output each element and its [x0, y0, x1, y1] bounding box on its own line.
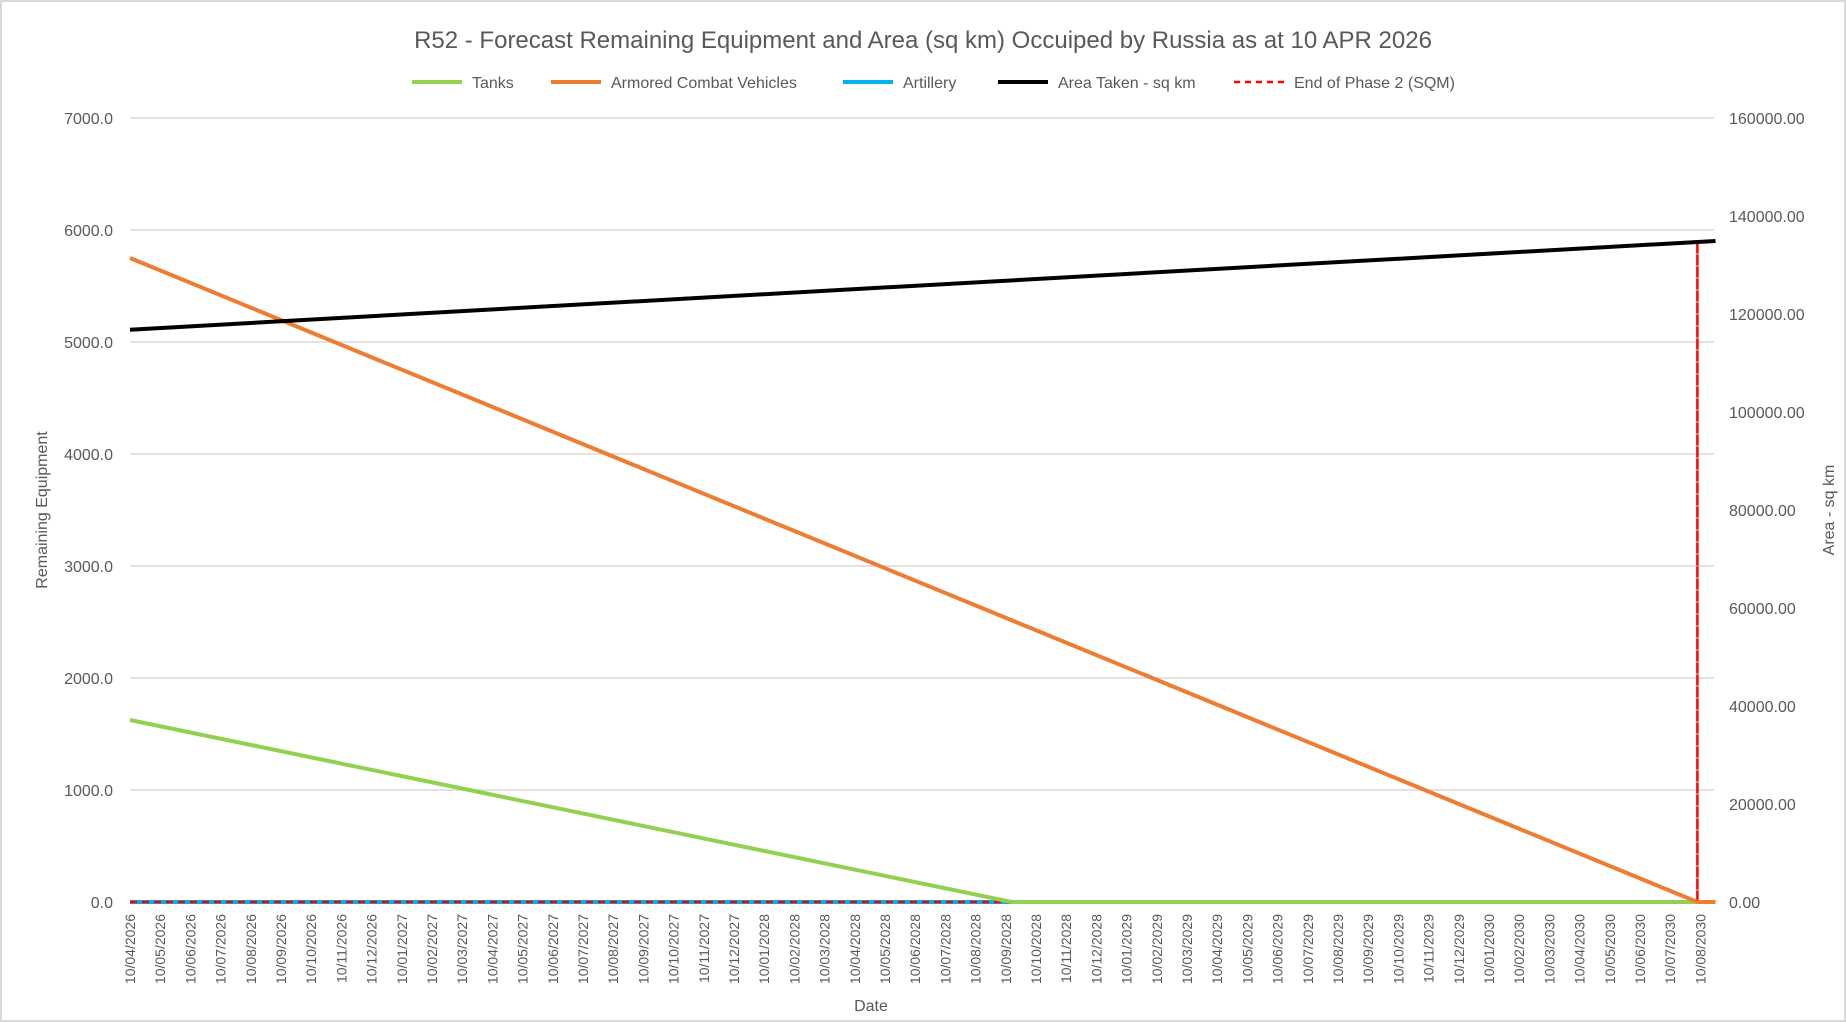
x-tick-label: 10/01/2028 [756, 914, 772, 984]
x-tick-label: 10/04/2027 [484, 914, 500, 984]
x-tick-label: 10/04/2029 [1209, 914, 1225, 984]
x-tick-label: 10/01/2029 [1119, 914, 1135, 984]
y2-tick-label: 0.00 [1729, 895, 1760, 912]
y-axis-left: 0.0 1000.0 2000.0 3000.0 4000.0 5000.0 6000.0 7… [64, 111, 113, 912]
x-tick-label: 10/12/2026 [364, 914, 380, 984]
x-tick-label: 10/01/2030 [1481, 914, 1497, 984]
x-tick-label: 10/05/2029 [1239, 914, 1255, 984]
y-axis-right: 0.00 20000.00 40000.00 60000.00 80000.00 1000… [1729, 111, 1805, 912]
y2-tick-label: 160000.00 [1729, 111, 1805, 128]
x-tick-label: 10/05/2028 [877, 914, 893, 984]
y-axis-title: Remaining Equipment [34, 431, 51, 589]
legend-label: Armored Combat Vehicles [611, 75, 797, 92]
y-tick-label: 3000.0 [64, 559, 113, 576]
x-tick-label: 10/03/2030 [1541, 914, 1557, 984]
legend: Tanks Armored Combat Vehicles Artillery Are… [412, 75, 1455, 92]
x-tick-label: 10/09/2027 [635, 914, 651, 984]
gridlines [130, 117, 1714, 903]
y-tick-label: 5000.0 [64, 335, 113, 352]
x-tick-label: 10/03/2029 [1179, 914, 1195, 984]
series-line-armored-combat-vehicles [129, 256, 1716, 904]
x-tick-label: 10/10/2027 [666, 914, 682, 984]
x-tick-label: 10/07/2028 [937, 914, 953, 984]
x-tick-label: 10/02/2028 [786, 914, 802, 984]
x-tick-label: 10/04/2030 [1572, 914, 1588, 984]
series-lines [129, 239, 1716, 904]
y-tick-label: 4000.0 [64, 447, 113, 464]
series-line-tanks [129, 718, 1716, 904]
x-tick-label: 10/12/2027 [726, 914, 742, 984]
legend-item: Area Taken - sq km [998, 75, 1196, 92]
x-tick-label: 10/09/2029 [1360, 914, 1376, 984]
x-tick-label: 10/04/2028 [847, 914, 863, 984]
x-tick-label: 10/12/2029 [1451, 914, 1467, 984]
y-tick-label: 6000.0 [64, 223, 113, 240]
x-tick-label: 10/06/2029 [1270, 914, 1286, 984]
x-tick-label: 10/02/2029 [1149, 914, 1165, 984]
legend-item: Armored Combat Vehicles [551, 75, 797, 92]
x-tick-label: 10/07/2030 [1662, 914, 1678, 984]
x-tick-label: 10/11/2029 [1421, 914, 1437, 983]
x-tick-label: 10/10/2029 [1390, 914, 1406, 984]
series-line-area-taken-sq-km [129, 239, 1716, 332]
legend-label: Artillery [903, 75, 956, 92]
x-tick-label: 10/07/2029 [1300, 914, 1316, 984]
x-tick-label: 10/11/2027 [696, 914, 712, 983]
y-tick-label: 2000.0 [64, 671, 113, 688]
series-line-end-of-phase-2-sqm [130, 240, 1716, 904]
x-tick-label: 10/08/2029 [1330, 914, 1346, 984]
y2-tick-label: 20000.00 [1729, 797, 1796, 814]
legend-label: Area Taken - sq km [1058, 75, 1196, 92]
x-tick-label: 10/05/2027 [515, 914, 531, 984]
legend-label: End of Phase 2 (SQM) [1294, 75, 1455, 92]
y2-tick-label: 60000.00 [1729, 601, 1796, 618]
x-tick-label: 10/06/2028 [907, 914, 923, 984]
y-tick-label: 0.0 [91, 895, 113, 912]
x-tick-label: 10/06/2030 [1632, 914, 1648, 984]
x-tick-label: 10/09/2026 [273, 914, 289, 984]
x-tick-label: 10/07/2027 [575, 914, 591, 984]
x-tick-label: 10/12/2028 [1088, 914, 1104, 984]
x-tick-label: 10/05/2030 [1602, 914, 1618, 984]
y2-tick-label: 120000.00 [1729, 307, 1805, 324]
x-axis: 10/04/2026 10/05/2026 10/06/2026 10/07/2026… [122, 914, 1708, 984]
x-tick-label: 10/04/2026 [122, 914, 138, 984]
x-tick-label: 10/08/2026 [243, 914, 259, 984]
y2-tick-label: 40000.00 [1729, 699, 1796, 716]
legend-label: Tanks [472, 75, 514, 92]
x-axis-title: Date [854, 998, 888, 1015]
y2-tick-label: 100000.00 [1729, 405, 1805, 422]
chart-title: R52 - Forecast Remaining Equipment and A… [414, 27, 1432, 54]
x-tick-label: 10/08/2028 [968, 914, 984, 984]
y2-tick-label: 140000.00 [1729, 209, 1805, 226]
x-tick-label: 10/08/2027 [605, 914, 621, 984]
x-tick-label: 10/11/2026 [333, 914, 349, 983]
y2-axis-title: Area - sq km [1821, 465, 1838, 556]
x-tick-label: 10/08/2030 [1692, 914, 1708, 984]
x-tick-label: 10/01/2027 [394, 914, 410, 984]
x-tick-label: 10/02/2027 [424, 914, 440, 984]
y-tick-label: 7000.0 [64, 111, 113, 128]
x-tick-label: 10/10/2026 [303, 914, 319, 984]
legend-item: Artillery [843, 75, 956, 92]
x-tick-label: 10/07/2026 [213, 914, 229, 984]
legend-item: End of Phase 2 (SQM) [1234, 75, 1455, 92]
x-tick-label: 10/06/2027 [545, 914, 561, 984]
x-tick-label: 10/06/2026 [182, 914, 198, 984]
x-tick-label: 10/10/2028 [1028, 914, 1044, 984]
y-tick-label: 1000.0 [64, 783, 113, 800]
x-tick-label: 10/02/2030 [1511, 914, 1527, 984]
x-tick-label: 10/03/2027 [454, 914, 470, 984]
legend-item: Tanks [412, 75, 514, 92]
y2-tick-label: 80000.00 [1729, 503, 1796, 520]
x-tick-label: 10/09/2028 [998, 914, 1014, 984]
x-tick-label: 10/11/2028 [1058, 914, 1074, 983]
x-tick-label: 10/05/2026 [152, 914, 168, 984]
x-tick-label: 10/03/2028 [817, 914, 833, 984]
